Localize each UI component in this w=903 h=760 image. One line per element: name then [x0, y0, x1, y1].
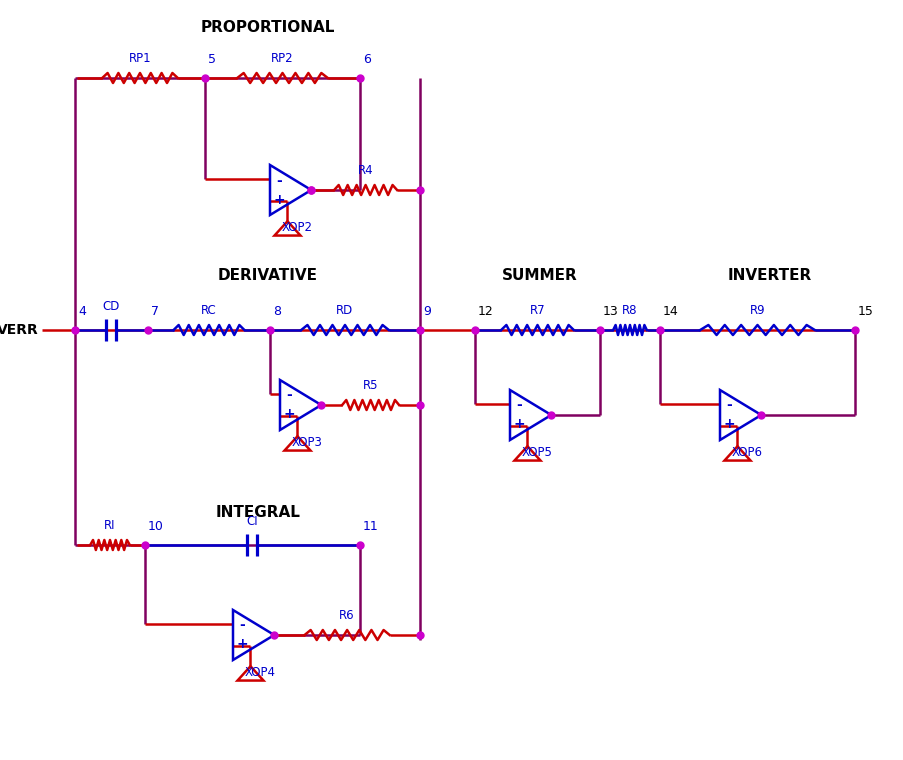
Text: RP2: RP2 — [271, 52, 293, 65]
Text: DERIVATIVE: DERIVATIVE — [218, 268, 318, 283]
Text: R7: R7 — [529, 304, 545, 317]
Text: XOP2: XOP2 — [281, 221, 312, 234]
Text: -: - — [239, 619, 245, 632]
Text: XOP4: XOP4 — [244, 666, 275, 679]
Text: +: + — [273, 192, 284, 207]
Text: -: - — [516, 398, 521, 413]
Text: CD: CD — [103, 300, 120, 313]
Text: R8: R8 — [621, 304, 637, 317]
Text: SUMMER: SUMMER — [501, 268, 577, 283]
Text: 13: 13 — [602, 305, 618, 318]
Text: PROPORTIONAL: PROPORTIONAL — [200, 20, 335, 35]
Text: 8: 8 — [273, 305, 281, 318]
Text: INTEGRAL: INTEGRAL — [215, 505, 300, 520]
Text: -: - — [725, 398, 731, 413]
Text: XOP5: XOP5 — [521, 446, 552, 459]
Text: CI: CI — [247, 515, 258, 528]
Text: R5: R5 — [362, 379, 378, 392]
Text: 14: 14 — [662, 305, 678, 318]
Text: 7: 7 — [151, 305, 159, 318]
Text: 5: 5 — [208, 53, 216, 66]
Text: XOP3: XOP3 — [292, 436, 322, 449]
Text: +: + — [283, 407, 294, 422]
Text: 6: 6 — [363, 53, 370, 66]
Text: VERR: VERR — [0, 323, 39, 337]
Text: 11: 11 — [363, 520, 378, 533]
Text: -: - — [286, 388, 292, 403]
Text: 12: 12 — [478, 305, 493, 318]
Text: -: - — [275, 173, 282, 188]
Text: 4: 4 — [78, 305, 86, 318]
Text: RI: RI — [104, 519, 116, 532]
Text: INVERTER: INVERTER — [727, 268, 811, 283]
Text: +: + — [722, 417, 734, 432]
Text: R4: R4 — [358, 164, 373, 177]
Text: RC: RC — [200, 304, 217, 317]
Text: 9: 9 — [423, 305, 431, 318]
Text: +: + — [513, 417, 525, 432]
Text: RP1: RP1 — [128, 52, 151, 65]
Text: 15: 15 — [857, 305, 873, 318]
Text: 10: 10 — [148, 520, 163, 533]
Text: RD: RD — [336, 304, 353, 317]
Text: R9: R9 — [749, 304, 765, 317]
Text: +: + — [236, 638, 247, 651]
Text: XOP6: XOP6 — [731, 446, 761, 459]
Text: R6: R6 — [339, 609, 355, 622]
